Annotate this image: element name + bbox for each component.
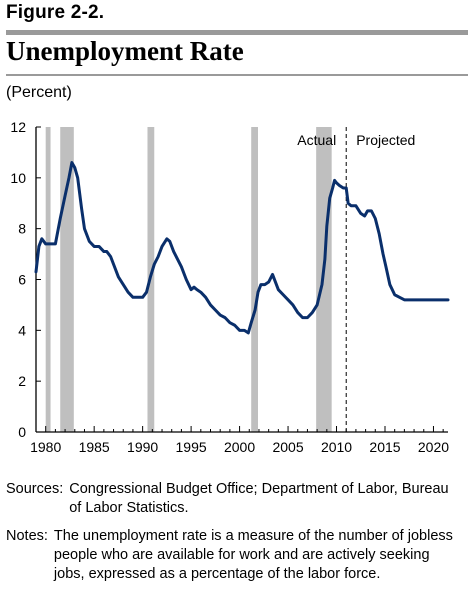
- unit-label: (Percent): [6, 84, 72, 101]
- y-tick-label: 8: [18, 221, 26, 237]
- y-tick-label: 4: [18, 322, 26, 338]
- notes-text: The unemployment rate is a measure of th…: [53, 528, 453, 582]
- projected-annotation: Projected: [356, 132, 415, 148]
- actual-annotation: Actual: [297, 132, 336, 148]
- header-rule: [6, 30, 468, 35]
- y-tick-label: 0: [18, 424, 26, 440]
- notes-note: Notes: The unemployment rate is a measur…: [6, 527, 462, 584]
- chart-axes: 0 2 4 6 8 10 12 1980 1985 1990 1995 2000 2005 2010 201…: [10, 119, 449, 455]
- y-tick-label: 2: [18, 373, 26, 389]
- x-tick-label: 2020: [418, 439, 449, 455]
- recession-band: [45, 127, 51, 432]
- x-tick-label: 2000: [224, 439, 255, 455]
- line-chart: 0 2 4 6 8 10 12 1980 1985 1990 1995 2000 2005 2010 201…: [10, 119, 450, 455]
- chart-title: Unemployment Rate: [6, 36, 244, 66]
- sources-text: Congressional Budget Office; Department …: [69, 481, 449, 516]
- x-tick-label: 2010: [321, 439, 352, 455]
- x-tick-label: 1995: [176, 439, 207, 455]
- y-tick-label: 12: [10, 119, 26, 135]
- notes-label: Notes:: [6, 528, 48, 544]
- y-tick-label: 6: [18, 272, 26, 288]
- x-tick-label: 2005: [272, 439, 303, 455]
- recession-bands: [45, 127, 332, 432]
- figure-label: Figure 2-2.: [6, 2, 105, 23]
- chart-annotations: Actual Projected: [297, 127, 415, 432]
- recession-band: [60, 127, 74, 432]
- x-tick-label: 1985: [79, 439, 110, 455]
- y-tick-label: 10: [10, 170, 26, 186]
- sources-label: Sources:: [6, 481, 64, 497]
- title-rule: [6, 74, 468, 76]
- unemployment-rate-line: [34, 161, 450, 335]
- sources-note: Sources: Congressional Budget Office; De…: [6, 480, 462, 518]
- x-tick-label: 2015: [369, 439, 400, 455]
- x-tick-label: 1980: [30, 439, 61, 455]
- series-layer: [34, 161, 450, 335]
- recession-band: [251, 127, 258, 432]
- x-tick-label: 1990: [127, 439, 158, 455]
